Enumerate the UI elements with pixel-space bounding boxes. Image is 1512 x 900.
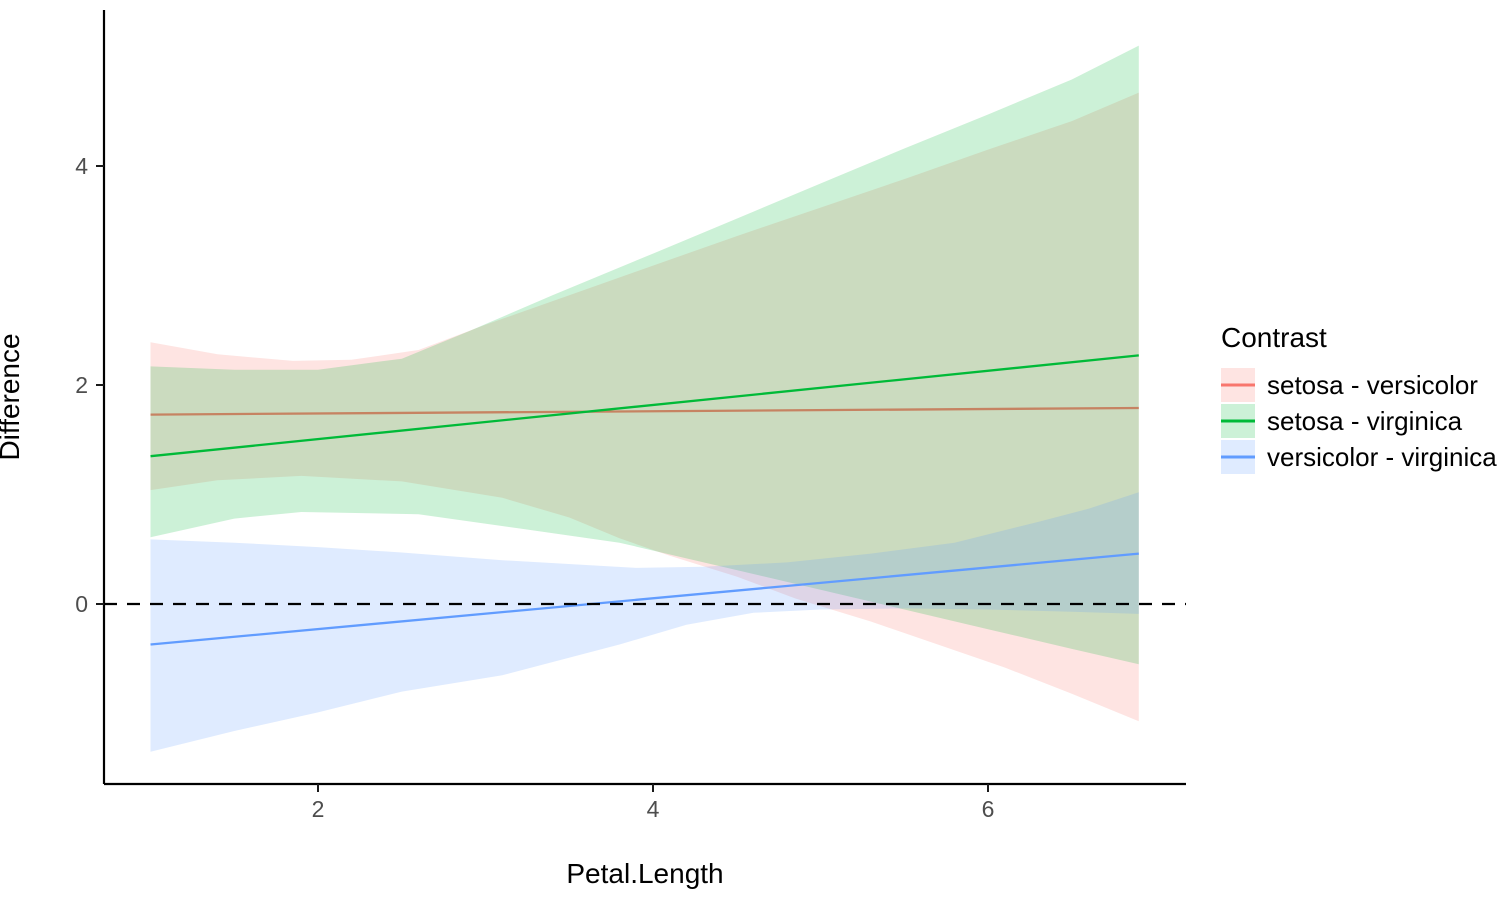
ribbon-versicolor-virginica (150, 492, 1139, 752)
legend: Contrast setosa - versicolor setosa - vir… (1221, 322, 1497, 476)
legend-key-swatch (1221, 404, 1255, 438)
x-axis-title: Petal.Length (566, 858, 724, 889)
y-tick-label: 4 (75, 153, 88, 179)
legend-items: setosa - versicolor setosa - virginica ver… (1221, 368, 1497, 474)
legend-key-line (1221, 383, 1255, 387)
ribbon-setosa-virginica (150, 45, 1139, 665)
x-tick-label: 2 (312, 796, 325, 822)
legend-title: Contrast (1221, 322, 1327, 353)
legend-item-3: versicolor - virginica (1221, 440, 1497, 474)
x-tick-label: 4 (647, 796, 660, 822)
legend-item-1: setosa - versicolor (1221, 368, 1497, 402)
legend-item-2: setosa - virginica (1221, 404, 1497, 438)
x-tick-label: 6 (982, 796, 995, 822)
legend-key-line (1221, 419, 1255, 423)
legend-key-swatch (1221, 440, 1255, 474)
legend-label: versicolor - virginica (1267, 441, 1497, 472)
line-setosa-versicolor (150, 406, 1139, 416)
y-tick-label: 0 (75, 591, 88, 617)
y-axis-title: Difference (0, 333, 25, 461)
legend-label: setosa - virginica (1267, 405, 1463, 436)
line-setosa-virginica (150, 354, 1139, 458)
line-versicolor-virginica (150, 552, 1139, 646)
legend-label: setosa - versicolor (1267, 369, 1478, 400)
legend-key-line (1221, 455, 1255, 459)
y-tick-label: 2 (75, 372, 88, 398)
legend-key-swatch (1221, 368, 1255, 402)
